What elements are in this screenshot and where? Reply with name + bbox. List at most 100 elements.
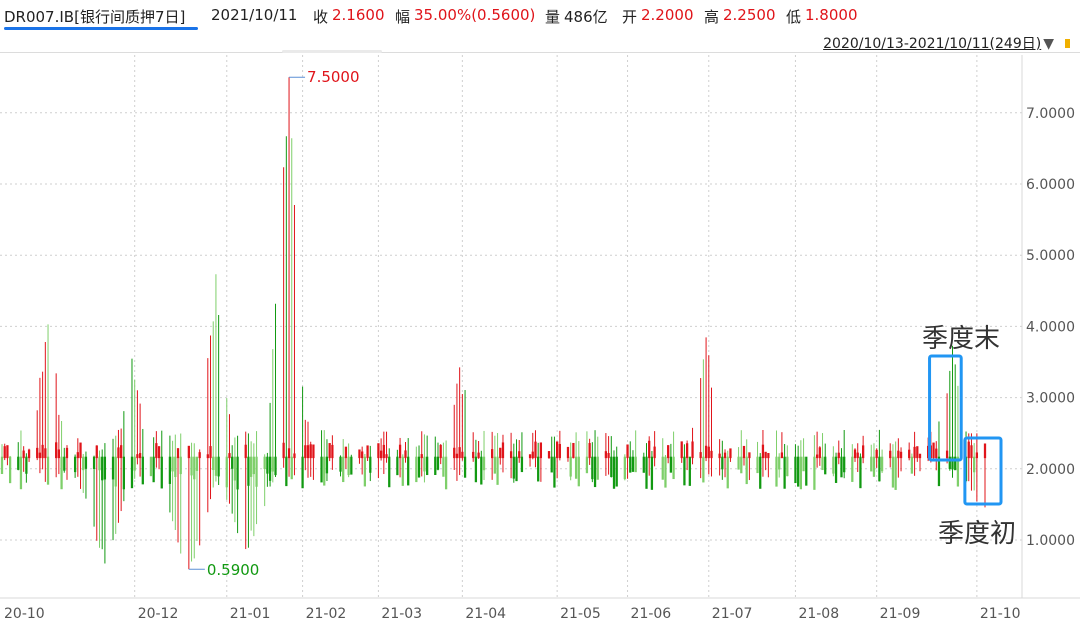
candle-body [46, 456, 50, 485]
candle [174, 434, 177, 531]
candle-body [588, 443, 591, 459]
candle-body [745, 456, 748, 485]
candle [328, 443, 331, 462]
candle [22, 446, 25, 472]
quote-header: DR007.IB[银行间质押7日] 2021/10/11 收 2.1600 幅 … [0, 0, 1080, 32]
candle [225, 398, 228, 500]
candle [6, 445, 9, 466]
candle-body [786, 456, 789, 477]
candle-body [550, 456, 553, 473]
high-label: 高 [704, 8, 720, 26]
candle [729, 448, 732, 462]
candle-body [233, 456, 237, 481]
candle [252, 443, 255, 537]
candle [27, 448, 31, 462]
candle [73, 454, 77, 478]
candle-body [851, 456, 854, 482]
candle [344, 446, 348, 469]
candle-body [908, 449, 911, 459]
candle-body [764, 451, 767, 459]
candle [426, 435, 429, 476]
candle [55, 373, 58, 478]
candle [889, 443, 892, 468]
candle [19, 430, 23, 490]
open-label: 开 [622, 8, 638, 26]
candle [379, 438, 383, 461]
candle-body [117, 447, 120, 459]
candle-body [834, 456, 838, 483]
quote-date: 2021/10/11 [211, 6, 298, 24]
candle-body [342, 456, 345, 483]
candle [152, 437, 155, 483]
candle [824, 443, 827, 475]
candle [661, 438, 664, 480]
candle [761, 429, 765, 477]
candle-body [528, 454, 532, 459]
candle-body [82, 456, 85, 471]
candle [363, 453, 367, 487]
candle-body [756, 456, 759, 474]
candle [442, 442, 445, 477]
candle [626, 444, 629, 479]
candle-body [761, 444, 765, 459]
candle-body [537, 456, 540, 482]
candle [973, 443, 976, 491]
date-range-selector[interactable]: 2020/10/13-2021/10/11(249日) ▼ [823, 33, 1070, 53]
candle-body [358, 449, 361, 459]
candle [591, 442, 594, 483]
candle-body [493, 456, 496, 474]
candle-body [136, 454, 139, 459]
candle-body [707, 446, 710, 459]
candle [604, 433, 608, 476]
candle [945, 393, 949, 464]
candles [0, 77, 987, 570]
y-tick-label: 6.0000 [1026, 177, 1075, 193]
candle-body [133, 456, 136, 471]
candle-body [361, 451, 364, 459]
candle-body [645, 456, 648, 489]
candle [358, 449, 361, 464]
candle-body [27, 449, 31, 459]
candle-body [954, 456, 957, 471]
candle [645, 443, 648, 489]
candle-body [73, 456, 77, 473]
dropdown-arrow-icon[interactable]: ▼ [1043, 36, 1054, 52]
candle [539, 442, 543, 482]
candle-body [472, 451, 475, 459]
candle-body [723, 452, 727, 459]
candle-body [894, 456, 897, 490]
candle [79, 442, 82, 489]
candle [65, 445, 69, 480]
symbol-title[interactable]: DR007.IB[银行间质押7日] [4, 8, 186, 26]
candle [512, 443, 515, 483]
candle-body [937, 456, 941, 487]
candle-body [250, 456, 253, 477]
candle-body [496, 456, 499, 485]
candle [193, 443, 196, 559]
candle-body [79, 442, 82, 459]
candle [212, 321, 215, 488]
candle [455, 383, 459, 481]
candle [236, 435, 239, 534]
candle-body [726, 456, 729, 489]
candle-body [569, 456, 572, 477]
candle-body [623, 456, 626, 480]
candle [82, 453, 85, 493]
candle-body [870, 456, 873, 472]
low-label: 低 [786, 8, 802, 26]
candle [44, 341, 47, 482]
candle-body [214, 456, 218, 476]
candle-body [130, 456, 134, 489]
candle [25, 453, 28, 483]
candle [76, 438, 79, 477]
volume-value: 486亿 [564, 8, 608, 26]
candle [783, 443, 786, 489]
panel-drag-handle[interactable] [282, 50, 382, 53]
candle [38, 377, 42, 474]
candle [547, 451, 551, 459]
candle-body [244, 444, 247, 459]
settings-marker-icon[interactable] [1065, 39, 1070, 48]
candle [60, 421, 63, 490]
candle-body [231, 456, 234, 469]
